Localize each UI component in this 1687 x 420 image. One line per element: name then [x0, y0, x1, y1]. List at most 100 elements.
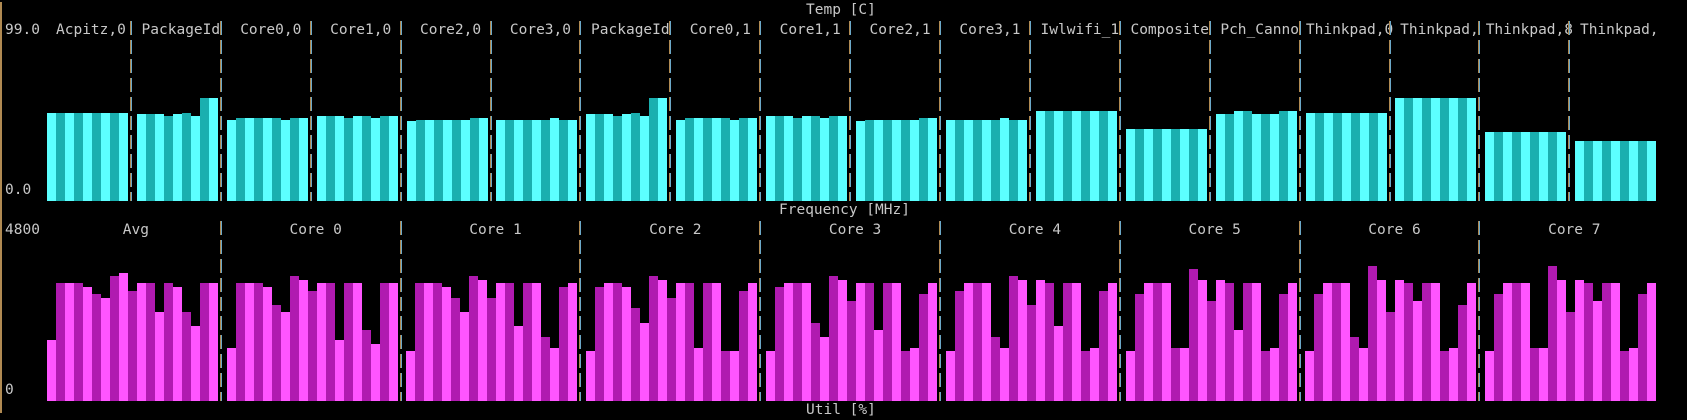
data-bar [316, 283, 326, 401]
data-bar [82, 287, 92, 401]
data-bar [1215, 280, 1225, 401]
data-bar [793, 283, 802, 401]
data-bar [910, 120, 919, 201]
data-bar [685, 118, 695, 201]
data-bar [199, 98, 209, 201]
data-bar [1242, 283, 1252, 401]
data-bar [532, 120, 542, 201]
data-bar [73, 113, 83, 201]
data-bar [298, 118, 308, 201]
data-bar [1494, 294, 1504, 401]
data-bar [1107, 283, 1117, 401]
data-bar [748, 283, 758, 401]
data-bar [604, 283, 614, 401]
data-bar [793, 118, 803, 201]
data-bar [874, 120, 883, 201]
column-header: Thinkpad, [1400, 22, 1479, 38]
data-bar [1530, 348, 1540, 401]
data-bar [1224, 114, 1234, 201]
data-bar [91, 294, 101, 401]
data-bar [1242, 111, 1252, 201]
data-bar [1620, 141, 1630, 201]
data-bar [1485, 351, 1495, 401]
freq-bar-chart [0, 230, 1687, 401]
data-bar [703, 118, 713, 201]
data-bar [145, 283, 155, 401]
data-bar [1647, 141, 1657, 201]
data-bar [1359, 113, 1369, 201]
column-header: Core0,1 [689, 22, 751, 38]
data-bar [1467, 98, 1477, 201]
column-header: Composite [1130, 22, 1210, 38]
data-bar [289, 276, 299, 401]
data-bar [541, 120, 551, 201]
data-bar [136, 283, 146, 401]
data-bar [1431, 283, 1441, 401]
data-bar [1152, 129, 1162, 201]
data-bar [1557, 280, 1567, 401]
data-bar [1566, 312, 1576, 401]
data-bar [829, 276, 838, 401]
data-bar [919, 118, 928, 201]
data-bar [361, 116, 371, 201]
data-bar [1314, 294, 1324, 401]
data-bar [127, 291, 137, 401]
data-bar [1575, 141, 1585, 201]
column-header: Core1,1 [779, 22, 841, 38]
data-bar [640, 116, 650, 201]
column-header: Core 2 [649, 222, 702, 238]
data-bar [748, 118, 758, 201]
data-bar [298, 280, 308, 401]
data-bar [190, 116, 200, 201]
data-bar [505, 120, 515, 201]
data-bar [46, 340, 56, 401]
data-bar [595, 287, 605, 401]
data-bar [64, 283, 74, 401]
data-bar [1098, 111, 1108, 201]
data-bar [289, 118, 299, 201]
data-bar [1026, 305, 1036, 401]
data-bar [1305, 113, 1315, 201]
data-bar [424, 120, 434, 201]
data-bar [172, 114, 182, 201]
data-bar [145, 114, 155, 201]
data-bar [847, 301, 856, 401]
data-bar [954, 120, 964, 201]
data-bar [523, 283, 533, 401]
data-bar [613, 116, 623, 201]
data-bar [622, 114, 632, 201]
data-bar [1458, 305, 1468, 401]
data-bar [820, 118, 830, 201]
data-bar [496, 120, 506, 201]
column-separator [849, 21, 852, 201]
data-bar [919, 294, 928, 401]
data-bar [1341, 113, 1351, 201]
data-bar [910, 348, 919, 401]
data-bar [604, 114, 614, 201]
data-bar [469, 276, 479, 401]
column-header: Core 0 [289, 222, 342, 238]
data-bar [1161, 283, 1171, 401]
data-bar [972, 283, 982, 401]
data-bar [1188, 129, 1198, 201]
data-bar [442, 120, 452, 201]
data-bar [954, 291, 964, 401]
data-bar [640, 323, 650, 401]
data-bar [1107, 111, 1117, 201]
temp-y-min-label: 0.0 [5, 182, 32, 198]
data-bar [190, 326, 200, 401]
column-header: Core3,1 [959, 22, 1021, 38]
data-bar [981, 120, 991, 201]
data-bar [802, 283, 811, 401]
data-bar [1530, 132, 1540, 201]
data-bar [1611, 283, 1621, 401]
data-bar [838, 280, 847, 401]
data-bar [945, 351, 955, 401]
column-separator [489, 21, 492, 201]
data-bar [1206, 301, 1216, 401]
data-bar [343, 118, 353, 201]
data-bar [999, 348, 1009, 401]
data-bar [163, 116, 173, 201]
data-bar [226, 120, 236, 201]
column-separator [1298, 221, 1301, 401]
